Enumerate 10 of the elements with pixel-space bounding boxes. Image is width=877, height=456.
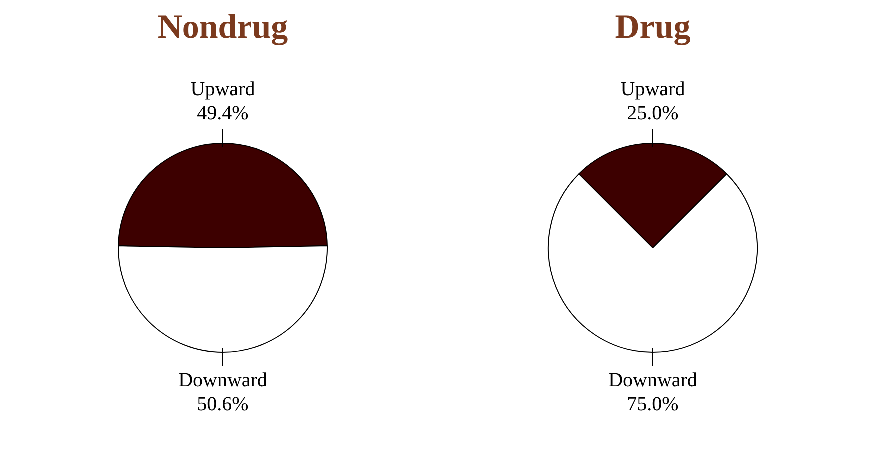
data-label: 49.4% [197, 102, 249, 124]
slice-label: Downward [608, 370, 698, 392]
slice-label: Upward [190, 78, 256, 100]
slice-label: Upward [620, 78, 686, 100]
chart-title: Drug [614, 8, 692, 48]
chart-title: Nondrug [156, 8, 290, 48]
data-label: 50.6% [197, 394, 249, 416]
data-label: 75.0% [627, 394, 679, 416]
data-label: 25.0% [627, 102, 679, 124]
slice-label: Downward [178, 370, 268, 392]
